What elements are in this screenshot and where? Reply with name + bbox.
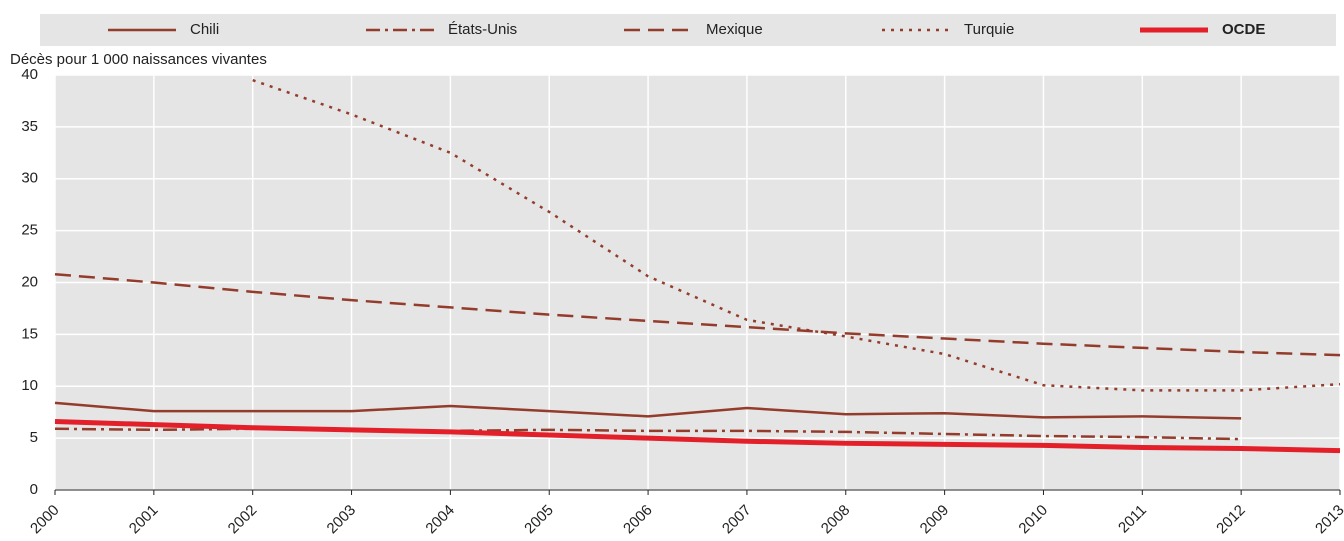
- legend-label: États-Unis: [448, 21, 517, 38]
- series-line: [54, 419, 1341, 454]
- y-axis-label: Décès pour 1 000 naissances vivantes: [10, 51, 267, 68]
- y-tick-label: 5: [30, 429, 38, 446]
- x-tick-label: 2002: [225, 502, 261, 538]
- x-tick-label: 2010: [1015, 502, 1051, 538]
- x-tick-label: 2007: [719, 502, 755, 538]
- x-tick-label: 2009: [917, 502, 953, 538]
- x-tick-label: 2012: [1213, 502, 1249, 538]
- y-tick-label: 15: [21, 325, 38, 342]
- legend-label: Mexique: [706, 21, 763, 38]
- y-tick-label: 40: [21, 66, 38, 83]
- x-tick-label: 2008: [818, 502, 854, 538]
- y-tick-label: 10: [21, 377, 38, 394]
- y-tick-label: 30: [21, 170, 38, 187]
- x-tick-label: 2005: [521, 502, 557, 538]
- legend-label: Turquie: [964, 21, 1014, 38]
- y-tick-label: 20: [21, 273, 38, 290]
- x-tick-label: 2001: [126, 502, 162, 538]
- x-tick-label: 2003: [324, 502, 360, 538]
- x-tick-label: 2004: [422, 502, 458, 538]
- x-tick-label: 2011: [1115, 502, 1150, 537]
- y-tick-label: 35: [21, 118, 38, 135]
- legend-label: OCDE: [1222, 21, 1265, 38]
- y-tick-label: 25: [21, 222, 38, 239]
- series-line: [54, 401, 1242, 420]
- legend-label: Chili: [190, 21, 219, 38]
- x-tick-label: 2006: [620, 502, 656, 538]
- x-tick-label: 2013: [1312, 502, 1344, 538]
- x-tick-label: 2000: [27, 502, 63, 538]
- y-tick-label: 0: [30, 481, 38, 498]
